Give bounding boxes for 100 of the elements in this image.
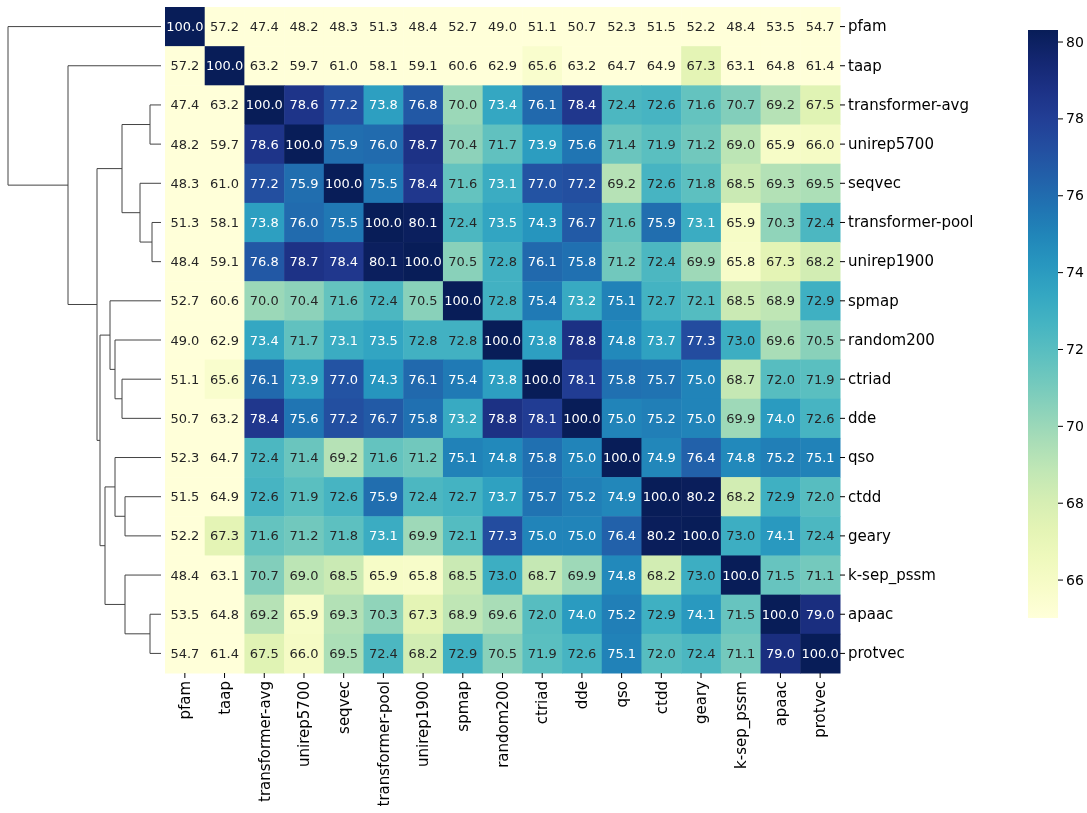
data-label: 62.9: [488, 58, 517, 74]
data-label: 72.4: [686, 645, 716, 661]
data-label: 76.4: [686, 450, 716, 466]
data-label: 69.0: [726, 136, 756, 152]
data-label: 58.1: [368, 58, 398, 74]
data-label: 75.2: [646, 410, 676, 426]
data-label: 80.1: [408, 215, 438, 231]
data-label: 72.6: [249, 489, 279, 505]
data-label: 72.9: [805, 293, 835, 309]
data-label: 64.8: [765, 58, 795, 74]
data-label: 100.0: [404, 254, 442, 270]
data-label: 68.5: [329, 567, 359, 583]
data-label: 73.8: [527, 332, 557, 348]
data-label: 72.4: [805, 215, 835, 231]
data-label: 70.4: [289, 293, 319, 309]
data-label: 75.9: [368, 489, 398, 505]
data-label: 73.1: [368, 528, 398, 544]
y-tick-label: apaac: [848, 605, 894, 624]
data-label: 72.1: [686, 293, 716, 309]
data-label: 73.7: [488, 489, 517, 505]
data-label: 73.9: [527, 136, 557, 152]
data-label: 80.1: [368, 254, 398, 270]
data-label: 79.0: [765, 645, 795, 661]
data-label: 100.0: [166, 19, 204, 35]
color-bar-label: 78: [1066, 110, 1084, 127]
data-label: 76.1: [408, 371, 438, 387]
data-label: 100.0: [245, 97, 283, 113]
data-label: 65.9: [765, 136, 795, 152]
data-label: 74.9: [607, 489, 637, 505]
data-label: 54.7: [170, 645, 200, 661]
data-label: 76.1: [249, 371, 279, 387]
data-label: 68.5: [448, 567, 478, 583]
data-label: 100.0: [563, 410, 601, 426]
data-label: 63.2: [210, 97, 240, 113]
data-label: 71.6: [607, 215, 637, 231]
data-label: 72.4: [607, 97, 637, 113]
data-label: 74.3: [527, 215, 557, 231]
data-label: 73.0: [686, 567, 716, 583]
data-label: 59.1: [408, 58, 438, 74]
y-tick-label: unirep5700: [848, 134, 934, 153]
y-tick-label: spmap: [848, 291, 899, 310]
data-label: 71.7: [488, 136, 517, 152]
data-label: 100.0: [205, 58, 244, 74]
data-label: 48.4: [726, 19, 756, 35]
data-label: 78.6: [289, 97, 319, 113]
data-label: 69.9: [408, 528, 438, 544]
data-label: 51.1: [527, 19, 557, 35]
data-label: 78.1: [527, 410, 557, 426]
data-label: 72.8: [488, 254, 517, 270]
data-label: 58.1: [210, 215, 240, 231]
data-label: 72.6: [567, 645, 597, 661]
x-tick-label: unirep5700: [295, 681, 314, 767]
data-label: 65.8: [408, 567, 438, 583]
data-label: 65.9: [726, 215, 756, 231]
data-label: 75.0: [686, 371, 716, 387]
data-label: 62.9: [210, 332, 240, 348]
data-label: 73.2: [448, 410, 478, 426]
data-label: 61.0: [329, 58, 359, 74]
data-label: 76.8: [408, 97, 438, 113]
x-tick-label: apaac: [771, 681, 790, 727]
data-label: 78.4: [567, 97, 597, 113]
data-label: 72.4: [368, 293, 398, 309]
data-label: 47.4: [170, 97, 200, 113]
data-label: 63.2: [567, 58, 597, 74]
data-label: 77.2: [567, 175, 597, 191]
data-label: 72.4: [805, 528, 835, 544]
data-label: 71.8: [686, 175, 716, 191]
x-tick-label: random200: [493, 681, 512, 768]
data-label: 100.0: [642, 489, 680, 505]
data-label: 100.0: [285, 136, 323, 152]
data-label: 71.6: [249, 528, 279, 544]
data-label: 100.0: [682, 528, 720, 544]
data-label: 72.4: [368, 645, 398, 661]
data-label: 75.0: [686, 410, 716, 426]
data-label: 47.4: [249, 19, 279, 35]
data-label: 71.1: [805, 567, 835, 583]
y-tick-label: protvec: [848, 644, 905, 663]
data-label: 75.0: [607, 410, 637, 426]
data-label: 100.0: [603, 450, 641, 466]
data-label: 67.3: [408, 606, 438, 622]
data-label: 72.4: [408, 489, 438, 505]
data-label: 66.0: [289, 645, 319, 661]
data-label: 71.5: [765, 567, 795, 583]
data-label: 59.7: [289, 58, 319, 74]
data-label: 100.0: [444, 293, 482, 309]
data-label: 72.0: [805, 489, 835, 505]
data-label: 70.5: [488, 645, 517, 661]
data-label: 65.9: [289, 606, 319, 622]
data-label: 51.5: [646, 19, 676, 35]
data-label: 74.8: [607, 332, 637, 348]
data-label: 79.0: [805, 606, 835, 622]
data-label: 77.3: [488, 528, 517, 544]
color-bar-label: 72: [1066, 340, 1084, 357]
data-label: 52.2: [686, 19, 716, 35]
data-label: 63.2: [210, 410, 240, 426]
data-label: 72.4: [249, 450, 279, 466]
data-label: 100.0: [325, 175, 363, 191]
data-label: 68.2: [726, 489, 756, 505]
data-label: 77.0: [527, 175, 557, 191]
data-label: 70.0: [249, 293, 279, 309]
